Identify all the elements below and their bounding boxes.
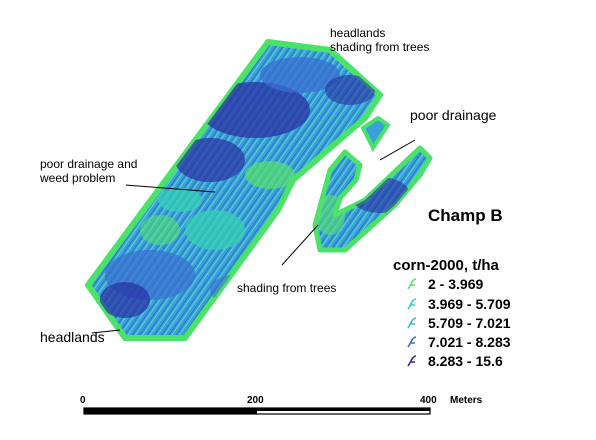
leader-lines (91, 139, 416, 334)
legend-label: 3.969 - 5.709 (428, 296, 511, 312)
scale-tick-200: 200 (247, 395, 264, 406)
annotation-headlands-bottom: headlands (40, 329, 105, 345)
annotation-poor-drainage: poor drainage (410, 107, 497, 123)
legend-label: 2 - 3.969 (428, 276, 484, 292)
legend-item: 7.021 - 8.283 (406, 333, 511, 351)
scale-unit: Meters (450, 395, 483, 406)
legend-label: 7.021 - 8.283 (428, 334, 511, 350)
legend-title: corn-2000, t/ha (393, 257, 499, 274)
legend-item: 3.969 - 5.709 (406, 295, 511, 313)
scale-tick-400: 400 (420, 395, 437, 406)
field-title: Champ B (428, 206, 503, 225)
yield-zones (100, 57, 410, 318)
legend-swatch-icon (407, 355, 417, 367)
legend-item: 2 - 3.969 (406, 275, 483, 293)
annotation-headlands-top: headlands shading from trees (330, 26, 430, 54)
legend-swatch-icon (407, 298, 417, 310)
scale-tick-0: 0 (80, 395, 86, 406)
legend-item: 5.709 - 7.021 (406, 314, 511, 332)
legend-swatch-icon (407, 278, 417, 290)
annotation-poor-drainage-weed: poor drainage and weed problem (40, 157, 138, 185)
legend-swatch-icon (407, 317, 417, 329)
legend-swatch-icon (407, 336, 417, 348)
legend-item: 8.283 - 15.6 (406, 352, 503, 370)
annotation-shading-trees: shading from trees (237, 281, 337, 295)
legend-label: 8.283 - 15.6 (428, 353, 503, 369)
scale-bar (83, 407, 431, 415)
legend-label: 5.709 - 7.021 (428, 315, 511, 331)
